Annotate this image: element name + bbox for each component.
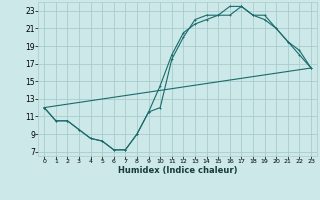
X-axis label: Humidex (Indice chaleur): Humidex (Indice chaleur) — [118, 166, 237, 175]
